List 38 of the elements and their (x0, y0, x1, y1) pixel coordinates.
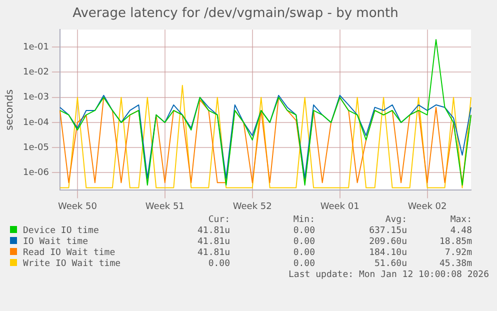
text: 45.38m (438, 259, 472, 269)
y-tick-label: 1e-02 (22, 68, 49, 78)
text: 209.60u (368, 237, 407, 247)
legend-label: Write IO Wait time (22, 259, 122, 269)
text: 637.15u (368, 226, 407, 236)
legend-label: Read IO Wait time (22, 248, 116, 258)
text: Max: (449, 215, 472, 225)
text: 0.00 (292, 259, 315, 269)
chart-title: Average latency for /dev/vgmain/swap - by month (72, 6, 398, 22)
y-tick-label: 1e-04 (22, 118, 50, 128)
y-tick-label: 1e-03 (22, 92, 49, 103)
text: 7.92m (444, 248, 472, 258)
text: 4.48 (449, 226, 472, 236)
x-tick-label: Week 01 (320, 202, 360, 212)
text: 0.00 (207, 259, 230, 269)
text: 51.60u (373, 259, 407, 269)
text: Cur: (207, 215, 230, 225)
text: Min: (292, 215, 315, 225)
text: Last update: Mon Jan 12 10:00:08 2026 (288, 270, 490, 280)
text: 41.81u (196, 226, 230, 236)
text: 41.81u (196, 237, 230, 247)
x-tick-label: Week 02 (408, 202, 447, 212)
text: 184.10u (368, 248, 407, 258)
legend-label: IO Wait time (22, 237, 90, 247)
text: 0.00 (292, 248, 315, 258)
text: 0.00 (292, 237, 315, 247)
x-tick-label: Week 50 (58, 202, 98, 212)
legend-label: Device IO time (22, 226, 100, 236)
x-tick-label: Week 52 (232, 202, 272, 212)
text: 0.00 (292, 226, 315, 236)
text: Avg: (384, 215, 407, 225)
y-tick-label: 1e-01 (22, 42, 49, 52)
x-tick-label: Week 51 (145, 202, 184, 212)
text: 18.85m (438, 237, 472, 247)
text: 41.81u (196, 248, 230, 258)
y-tick-label: 1e-06 (22, 168, 50, 178)
y-tick-label: 1e-05 (22, 142, 49, 153)
y-axis-title: seconds (4, 89, 16, 130)
